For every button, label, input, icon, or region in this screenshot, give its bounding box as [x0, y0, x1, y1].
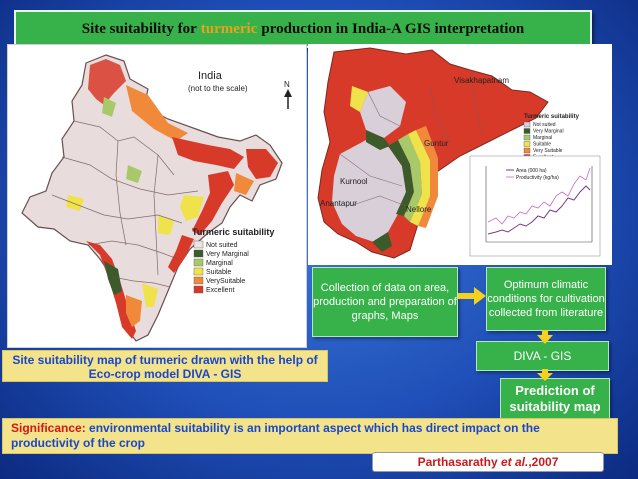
india-suitability-map: India (not to the scale) N Turmeric suit… — [7, 44, 307, 348]
india-legend-swatch — [193, 267, 204, 276]
down-arrow-icon — [537, 330, 553, 344]
ap-legend-label: Very Marginal — [533, 129, 564, 135]
india-legend-swatch — [193, 249, 204, 258]
slide-title: Site suitability for turmeric production… — [14, 10, 592, 48]
citation: Parthasarathy et al.,2007 — [372, 452, 604, 472]
india-label: India — [198, 70, 223, 82]
place-label-kurnool: Kurnool — [340, 177, 368, 186]
optimum-conditions-text: Optimum climatic conditions for cultivat… — [487, 279, 605, 319]
india-legend-swatch — [193, 258, 204, 267]
ap-legend-label: Not suited — [533, 122, 556, 128]
diva-gis-box: DIVA - GIS — [476, 341, 609, 371]
india-legend-label: Excellent — [206, 287, 234, 294]
place-label-guntur: Guntur — [424, 139, 449, 148]
collection-data-text: Collection of data on area, production a… — [313, 282, 457, 322]
citation-author: Parthasarathy — [417, 455, 501, 469]
india-legend-swatch — [193, 276, 204, 285]
optimum-conditions-box: Optimum climatic conditions for cultivat… — [486, 267, 606, 331]
place-label-visakhapatnam: Visakhapatnam — [454, 76, 509, 85]
prediction-text: Prediction of suitability map — [509, 383, 601, 414]
diva-gis-text: DIVA - GIS — [513, 349, 572, 363]
india-legend-label: Not suited — [206, 242, 238, 249]
significance-text: environmental suitability is an importan… — [11, 421, 540, 450]
down-arrow-icon-2 — [537, 369, 553, 381]
place-label-nellore: Nellore — [406, 205, 432, 214]
ap-legend-swatch — [523, 121, 531, 128]
place-label-anantapur: Anantapur — [320, 199, 357, 208]
india-legend-label: Marginal — [206, 260, 233, 267]
ap-legend-label: Marginal — [533, 135, 552, 141]
north-label: N — [284, 80, 290, 89]
map-caption: Site suitability map of turmeric drawn w… — [2, 350, 328, 382]
inset-legend-area: Area (000 ha) — [516, 168, 547, 174]
title-prefix: Site suitability for — [81, 20, 197, 37]
inset-legend-productivity: Productivity (kg/ha) — [516, 175, 559, 181]
ap-legend-label: Suitable — [533, 142, 551, 148]
ap-legend-swatch — [523, 147, 531, 154]
collection-data-box: Collection of data on area, production a… — [312, 267, 458, 337]
india-landmass — [21, 54, 283, 342]
significance-label: Significance: — [11, 421, 86, 435]
area-productivity-inset-chart: Area (000 ha) Productivity (kg/ha) — [469, 155, 601, 257]
india-map-graphic: India (not to the scale) N Turmeric suit… — [8, 45, 306, 347]
india-legend-swatch — [193, 240, 204, 249]
right-arrow-icon — [458, 287, 486, 305]
significance-note: Significance: environmental suitability … — [2, 418, 618, 454]
citation-year: ,2007 — [528, 455, 559, 469]
ap-legend-swatch — [523, 134, 531, 141]
north-arrow-icon: N — [284, 80, 292, 109]
india-map-legend: Turmeric suitability Not suited Very Marg… — [192, 227, 274, 294]
ap-map-graphic: Visakhapatnam Guntur Kurnool Anantapur N… — [310, 46, 610, 263]
ap-legend-title: Turmeric suitability — [524, 114, 580, 120]
ap-legend-swatch — [523, 141, 531, 147]
ap-legend-label: Very Suitable — [533, 148, 563, 154]
ap-legend-swatch — [523, 128, 531, 134]
ap-suitability-map: Visakhapatnam Guntur Kurnool Anantapur N… — [308, 44, 612, 265]
title-suffix: production in India-A GIS interpretation — [261, 20, 525, 37]
india-legend-swatch — [193, 285, 204, 294]
prediction-box: Prediction of suitability map — [500, 378, 610, 420]
india-scale-note: (not to the scale) — [188, 84, 248, 93]
india-legend-label: Suitable — [206, 269, 231, 276]
citation-etal: et al. — [500, 455, 529, 469]
india-legend-label: VerySuitable — [206, 278, 245, 285]
title-highlight: turmeric — [200, 20, 258, 37]
india-legend-title: Turmeric suitability — [192, 227, 274, 237]
india-legend-label: Very Marginal — [206, 251, 249, 258]
